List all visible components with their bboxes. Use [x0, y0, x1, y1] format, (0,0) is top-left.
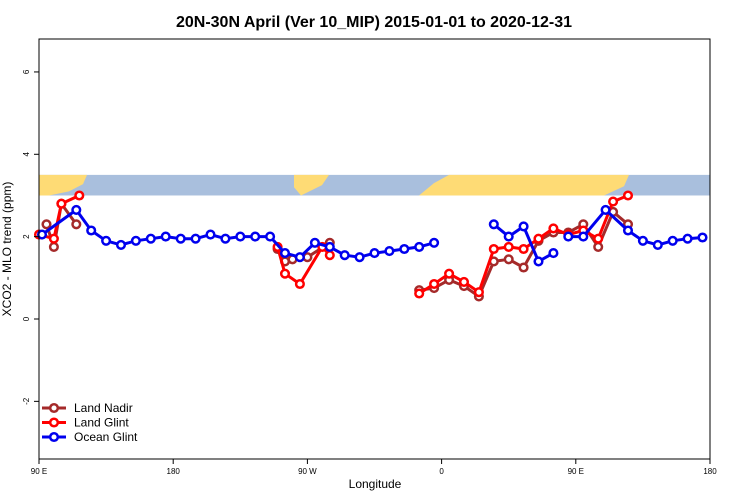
map-band [39, 174, 710, 196]
y-tick-label: 4 [22, 152, 31, 157]
data-point [637, 235, 648, 246]
series-line-2 [568, 208, 703, 247]
data-point [250, 231, 261, 242]
data-point [697, 232, 708, 243]
data-point [622, 225, 634, 236]
map-land [419, 174, 629, 196]
y-tick-label: 6 [22, 69, 31, 74]
data-point [86, 225, 97, 236]
data-point [548, 248, 559, 259]
data-point [279, 268, 291, 279]
x-tick-label: 90 W [298, 467, 317, 476]
legend-marker [48, 417, 60, 428]
data-point [503, 254, 514, 265]
legend-label: Land Nadir [74, 401, 133, 415]
data-point [458, 276, 470, 287]
data-point [533, 233, 544, 244]
legend-label: Ocean Glint [74, 430, 138, 444]
map-land [294, 174, 329, 196]
data-point [294, 278, 305, 290]
plot-frame [38, 38, 711, 460]
data-point [190, 233, 201, 244]
data-point [71, 204, 82, 215]
x-axis: 90 E 180 90 W 0 90 E 180 [31, 459, 717, 476]
legend-marker [48, 402, 60, 414]
data-point [56, 198, 67, 209]
data-point [503, 231, 514, 242]
legend-item: Land Glint [42, 416, 129, 430]
data-point [622, 190, 634, 201]
data-point [578, 231, 589, 242]
data-point [101, 235, 112, 246]
data-point [429, 237, 440, 248]
data-point [369, 248, 380, 259]
x-tick-label: 90 E [31, 467, 47, 476]
data-point [399, 243, 410, 255]
data-point [48, 241, 59, 252]
y-axis-label: XCO2 - MLO trend (ppm) [0, 182, 14, 317]
series-layer [33, 190, 708, 302]
data-point [265, 231, 276, 242]
data-point [294, 252, 305, 263]
data-point [600, 204, 611, 215]
data-point [160, 231, 171, 242]
y-tick-label: 0 [22, 316, 31, 321]
chart-title: 20N-30N April (Ver 10_MIP) 2015-01-01 to… [176, 14, 572, 31]
data-point [444, 268, 455, 279]
x-tick-label: 0 [439, 467, 444, 476]
x-tick-label: 90 E [568, 467, 584, 476]
data-point [563, 231, 574, 242]
data-point [503, 241, 514, 252]
data-point [488, 243, 499, 255]
data-point [324, 250, 335, 261]
data-point [518, 243, 529, 255]
data-point [593, 233, 604, 244]
x-tick-label: 180 [703, 467, 717, 476]
data-point [339, 250, 350, 261]
data-point [115, 239, 127, 250]
x-tick-label: 180 [167, 467, 181, 476]
map-land [39, 174, 87, 196]
data-point [48, 233, 59, 244]
data-point [488, 219, 499, 230]
data-point [518, 221, 529, 232]
data-point [548, 223, 559, 234]
data-point [429, 278, 440, 290]
data-point [608, 196, 619, 207]
data-point [41, 219, 52, 230]
data-point [74, 190, 85, 201]
legend-label: Land Glint [74, 416, 129, 430]
data-point [36, 229, 48, 240]
data-point [145, 233, 156, 244]
data-point [309, 237, 320, 248]
legend-item: Land Nadir [42, 401, 133, 415]
data-point [354, 252, 365, 263]
x-axis-label: Longitude [349, 477, 402, 491]
data-point [205, 229, 216, 240]
data-point [235, 231, 246, 242]
y-axis: -2 0 2 4 6 [22, 69, 39, 405]
data-point [533, 256, 544, 267]
data-point [175, 233, 186, 244]
y-tick-label: -2 [22, 397, 31, 405]
data-point [130, 235, 141, 246]
data-point [220, 233, 231, 244]
data-point [414, 241, 425, 252]
data-point [279, 248, 291, 259]
data-point [667, 235, 678, 246]
data-point [593, 241, 604, 252]
y-tick-label: 2 [22, 234, 31, 239]
data-point [414, 288, 425, 299]
data-point [473, 287, 484, 298]
data-point [71, 219, 82, 230]
data-point [384, 246, 395, 257]
legend-marker [48, 431, 60, 443]
data-point [518, 262, 529, 273]
legend-item: Ocean Glint [42, 430, 138, 444]
data-point [682, 233, 693, 244]
data-point [324, 241, 335, 252]
data-point [652, 239, 663, 250]
